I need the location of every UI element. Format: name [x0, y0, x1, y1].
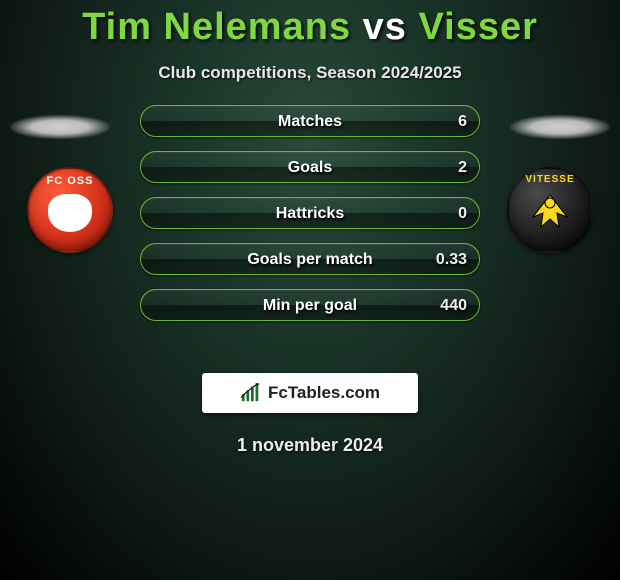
club-left-text: FC OSS: [29, 175, 111, 187]
stat-right-value: 440: [440, 290, 467, 322]
stat-row: Goals 2: [140, 151, 480, 183]
club-right-text: VITESSE: [509, 174, 591, 185]
player1-name: Tim Nelemans: [82, 6, 351, 48]
comparison-card: Tim Nelemans vs Visser Club competitions…: [0, 0, 620, 580]
player1-silhouette: [10, 115, 110, 139]
stat-label: Goals per match: [141, 244, 479, 276]
stats-table: Matches 6 Goals 2 Hattricks 0 Goals per …: [140, 105, 480, 335]
subtitle: Club competitions, Season 2024/2025: [0, 63, 620, 83]
player2-silhouette: [510, 115, 610, 139]
stat-row: Min per goal 440: [140, 289, 480, 321]
bull-icon: [48, 194, 92, 232]
stat-right-value: 6: [458, 106, 467, 138]
chart-icon: [240, 383, 262, 403]
page-title: Tim Nelemans vs Visser: [0, 0, 620, 49]
stat-label: Goals: [141, 152, 479, 184]
stat-label: Hattricks: [141, 198, 479, 230]
stat-label: Matches: [141, 106, 479, 138]
stat-row: Matches 6: [140, 105, 480, 137]
stat-right-value: 0.33: [436, 244, 467, 276]
vs-label: vs: [363, 6, 407, 48]
stat-row: Goals per match 0.33: [140, 243, 480, 275]
club-logo-right: VITESSE: [500, 167, 600, 253]
stat-label: Min per goal: [141, 290, 479, 322]
branding-badge: FcTables.com: [202, 373, 418, 413]
branding-text: FcTables.com: [268, 383, 380, 403]
club-logo-left: FC OSS: [20, 167, 120, 253]
vitesse-badge-icon: VITESSE: [507, 167, 593, 253]
stat-right-value: 0: [458, 198, 467, 230]
fc-oss-badge-icon: FC OSS: [27, 167, 113, 253]
eagle-icon: [523, 189, 577, 235]
date-label: 1 november 2024: [0, 435, 620, 456]
comparison-body: FC OSS VITESSE Matches 6: [0, 115, 620, 355]
player2-name: Visser: [418, 6, 537, 48]
stat-right-value: 2: [458, 152, 467, 184]
stat-row: Hattricks 0: [140, 197, 480, 229]
